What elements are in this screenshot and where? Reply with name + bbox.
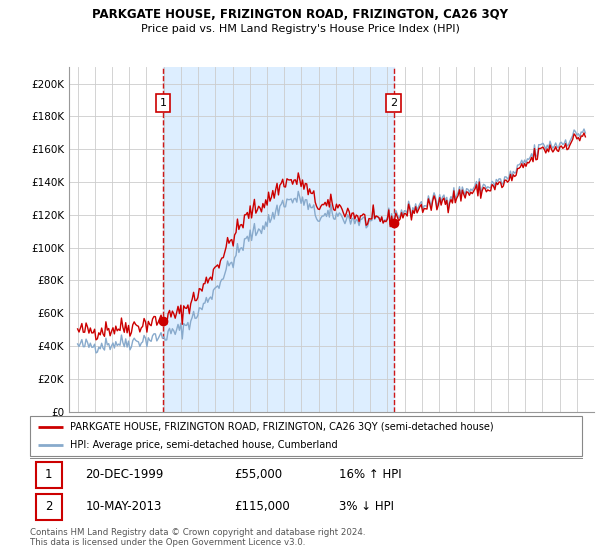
Bar	[163, 67, 394, 412]
Text: 2: 2	[45, 500, 53, 514]
FancyBboxPatch shape	[30, 416, 582, 456]
Text: 3% ↓ HPI: 3% ↓ HPI	[339, 500, 394, 514]
Text: PARKGATE HOUSE, FRIZINGTON ROAD, FRIZINGTON, CA26 3QY: PARKGATE HOUSE, FRIZINGTON ROAD, FRIZING…	[92, 8, 508, 21]
FancyBboxPatch shape	[35, 494, 62, 520]
Text: Price paid vs. HM Land Registry's House Price Index (HPI): Price paid vs. HM Land Registry's House …	[140, 24, 460, 34]
Text: HPI: Average price, semi-detached house, Cumberland: HPI: Average price, semi-detached house,…	[70, 440, 337, 450]
Text: £115,000: £115,000	[234, 500, 290, 514]
Text: 16% ↑ HPI: 16% ↑ HPI	[339, 468, 402, 481]
Text: £55,000: £55,000	[234, 468, 283, 481]
FancyBboxPatch shape	[35, 462, 62, 488]
Text: 1: 1	[45, 468, 53, 481]
Text: PARKGATE HOUSE, FRIZINGTON ROAD, FRIZINGTON, CA26 3QY (semi-detached house): PARKGATE HOUSE, FRIZINGTON ROAD, FRIZING…	[70, 422, 493, 432]
Text: Contains HM Land Registry data © Crown copyright and database right 2024.
This d: Contains HM Land Registry data © Crown c…	[30, 528, 365, 547]
Text: 2: 2	[390, 99, 397, 108]
Text: 1: 1	[160, 99, 166, 108]
Text: 20-DEC-1999: 20-DEC-1999	[85, 468, 164, 481]
Text: 10-MAY-2013: 10-MAY-2013	[85, 500, 161, 514]
